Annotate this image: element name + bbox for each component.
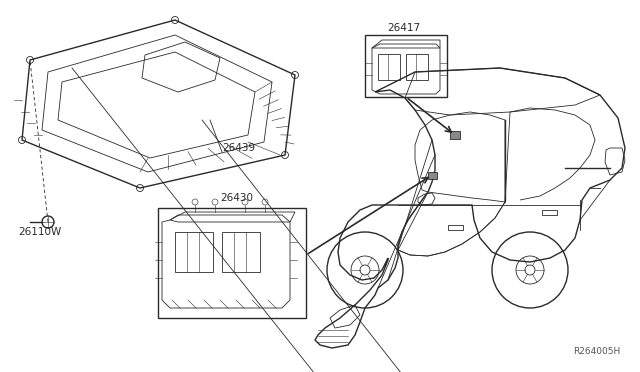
Bar xyxy=(406,54,428,80)
Bar xyxy=(448,225,463,230)
Bar xyxy=(428,172,437,179)
Text: 26417: 26417 xyxy=(387,23,420,33)
Text: 26430: 26430 xyxy=(221,193,253,203)
Bar xyxy=(222,232,260,272)
Bar xyxy=(175,232,213,272)
Bar xyxy=(378,54,400,80)
Text: R264005H: R264005H xyxy=(573,347,620,356)
Bar xyxy=(365,35,447,97)
Bar xyxy=(450,131,460,139)
Text: 26439: 26439 xyxy=(222,143,255,153)
Bar xyxy=(158,208,306,318)
Text: 26110W: 26110W xyxy=(18,227,61,237)
Bar xyxy=(542,210,557,215)
